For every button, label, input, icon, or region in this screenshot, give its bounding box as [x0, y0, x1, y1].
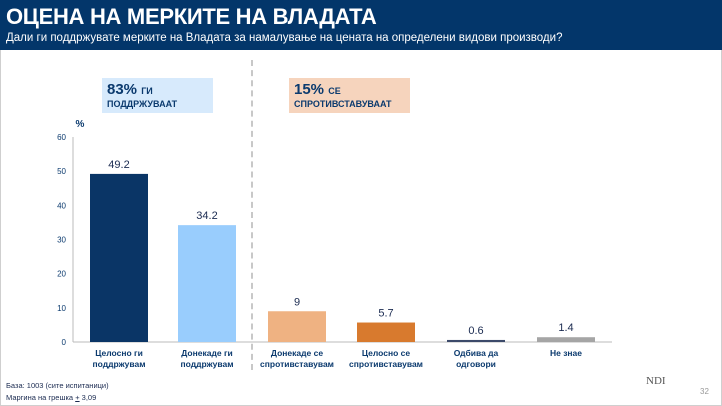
support-summary-box: 83% ГИ ПОДДРЖУВААТ — [102, 78, 213, 113]
group-divider — [251, 60, 253, 370]
bar — [268, 311, 326, 342]
category-label: Донекаде ги — [181, 348, 232, 358]
y-tick-label: 60 — [57, 133, 66, 142]
category-label: поддржувам — [181, 359, 234, 369]
category-label: Целосно се — [362, 348, 411, 358]
bar-value-label: 1.4 — [558, 322, 573, 334]
support-label: ПОДДРЖУВААТ — [107, 99, 178, 109]
margin-label: Маргина на грешка — [6, 393, 76, 402]
category-label: Целосно ги — [95, 348, 143, 358]
support-pct: 83% — [107, 81, 138, 98]
header: ОЦЕНА НА МЕРКИТЕ НА ВЛАДАТА Дали ги подд… — [0, 0, 722, 50]
bar — [447, 339, 505, 342]
y-tick-label: 40 — [57, 201, 66, 210]
y-tick-label: 50 — [57, 167, 66, 176]
category-label: спротивставувам — [260, 359, 334, 369]
y-axis-label: % — [76, 119, 85, 130]
category-label: одговори — [456, 359, 496, 369]
base-note: База: 1003 (сите испитаници) — [6, 381, 109, 390]
y-tick-label: 10 — [57, 304, 66, 313]
y-tick-label: 0 — [62, 338, 67, 347]
bar — [537, 337, 595, 342]
category-label: поддржувам — [93, 359, 146, 369]
bar — [178, 225, 236, 342]
oppose-label: СПРОТИВСТАВУВААТ — [294, 99, 392, 109]
oppose-pct: 15% — [294, 81, 325, 98]
page-number: 32 — [700, 387, 709, 396]
page-title: ОЦЕНА НА МЕРКИТЕ НА ВЛАДАТА — [6, 4, 377, 29]
margin-value: 3,09 — [79, 393, 97, 402]
y-tick-label: 20 — [57, 270, 66, 279]
category-label: Донекаде се — [271, 348, 323, 358]
bar — [90, 173, 148, 342]
support-word: ГИ — [141, 86, 153, 96]
category-label: спротивставувам — [349, 359, 423, 369]
y-tick-label: 30 — [57, 236, 66, 245]
bar-value-label: 5.7 — [378, 308, 393, 320]
bar-value-label: 34.2 — [196, 210, 217, 222]
bar — [357, 322, 415, 342]
category-label: Одбива да — [454, 348, 499, 358]
category-label: Не знае — [550, 348, 582, 358]
margin-note: Маргина на грешка + 3,09 — [6, 393, 96, 402]
margin-pm: + — [75, 393, 80, 402]
bar-value-label: 49.2 — [108, 159, 129, 171]
bar-value-label: 9 — [294, 296, 300, 308]
bar-value-label: 0.6 — [468, 325, 483, 337]
ndi-logo: NDI — [646, 375, 666, 387]
oppose-summary-box: 15% СЕ СПРОТИВСТАВУВААТ — [289, 78, 410, 113]
question-subtitle: Дали ги поддржувате мерките на Владата з… — [6, 32, 563, 44]
oppose-word: СЕ — [328, 86, 341, 96]
